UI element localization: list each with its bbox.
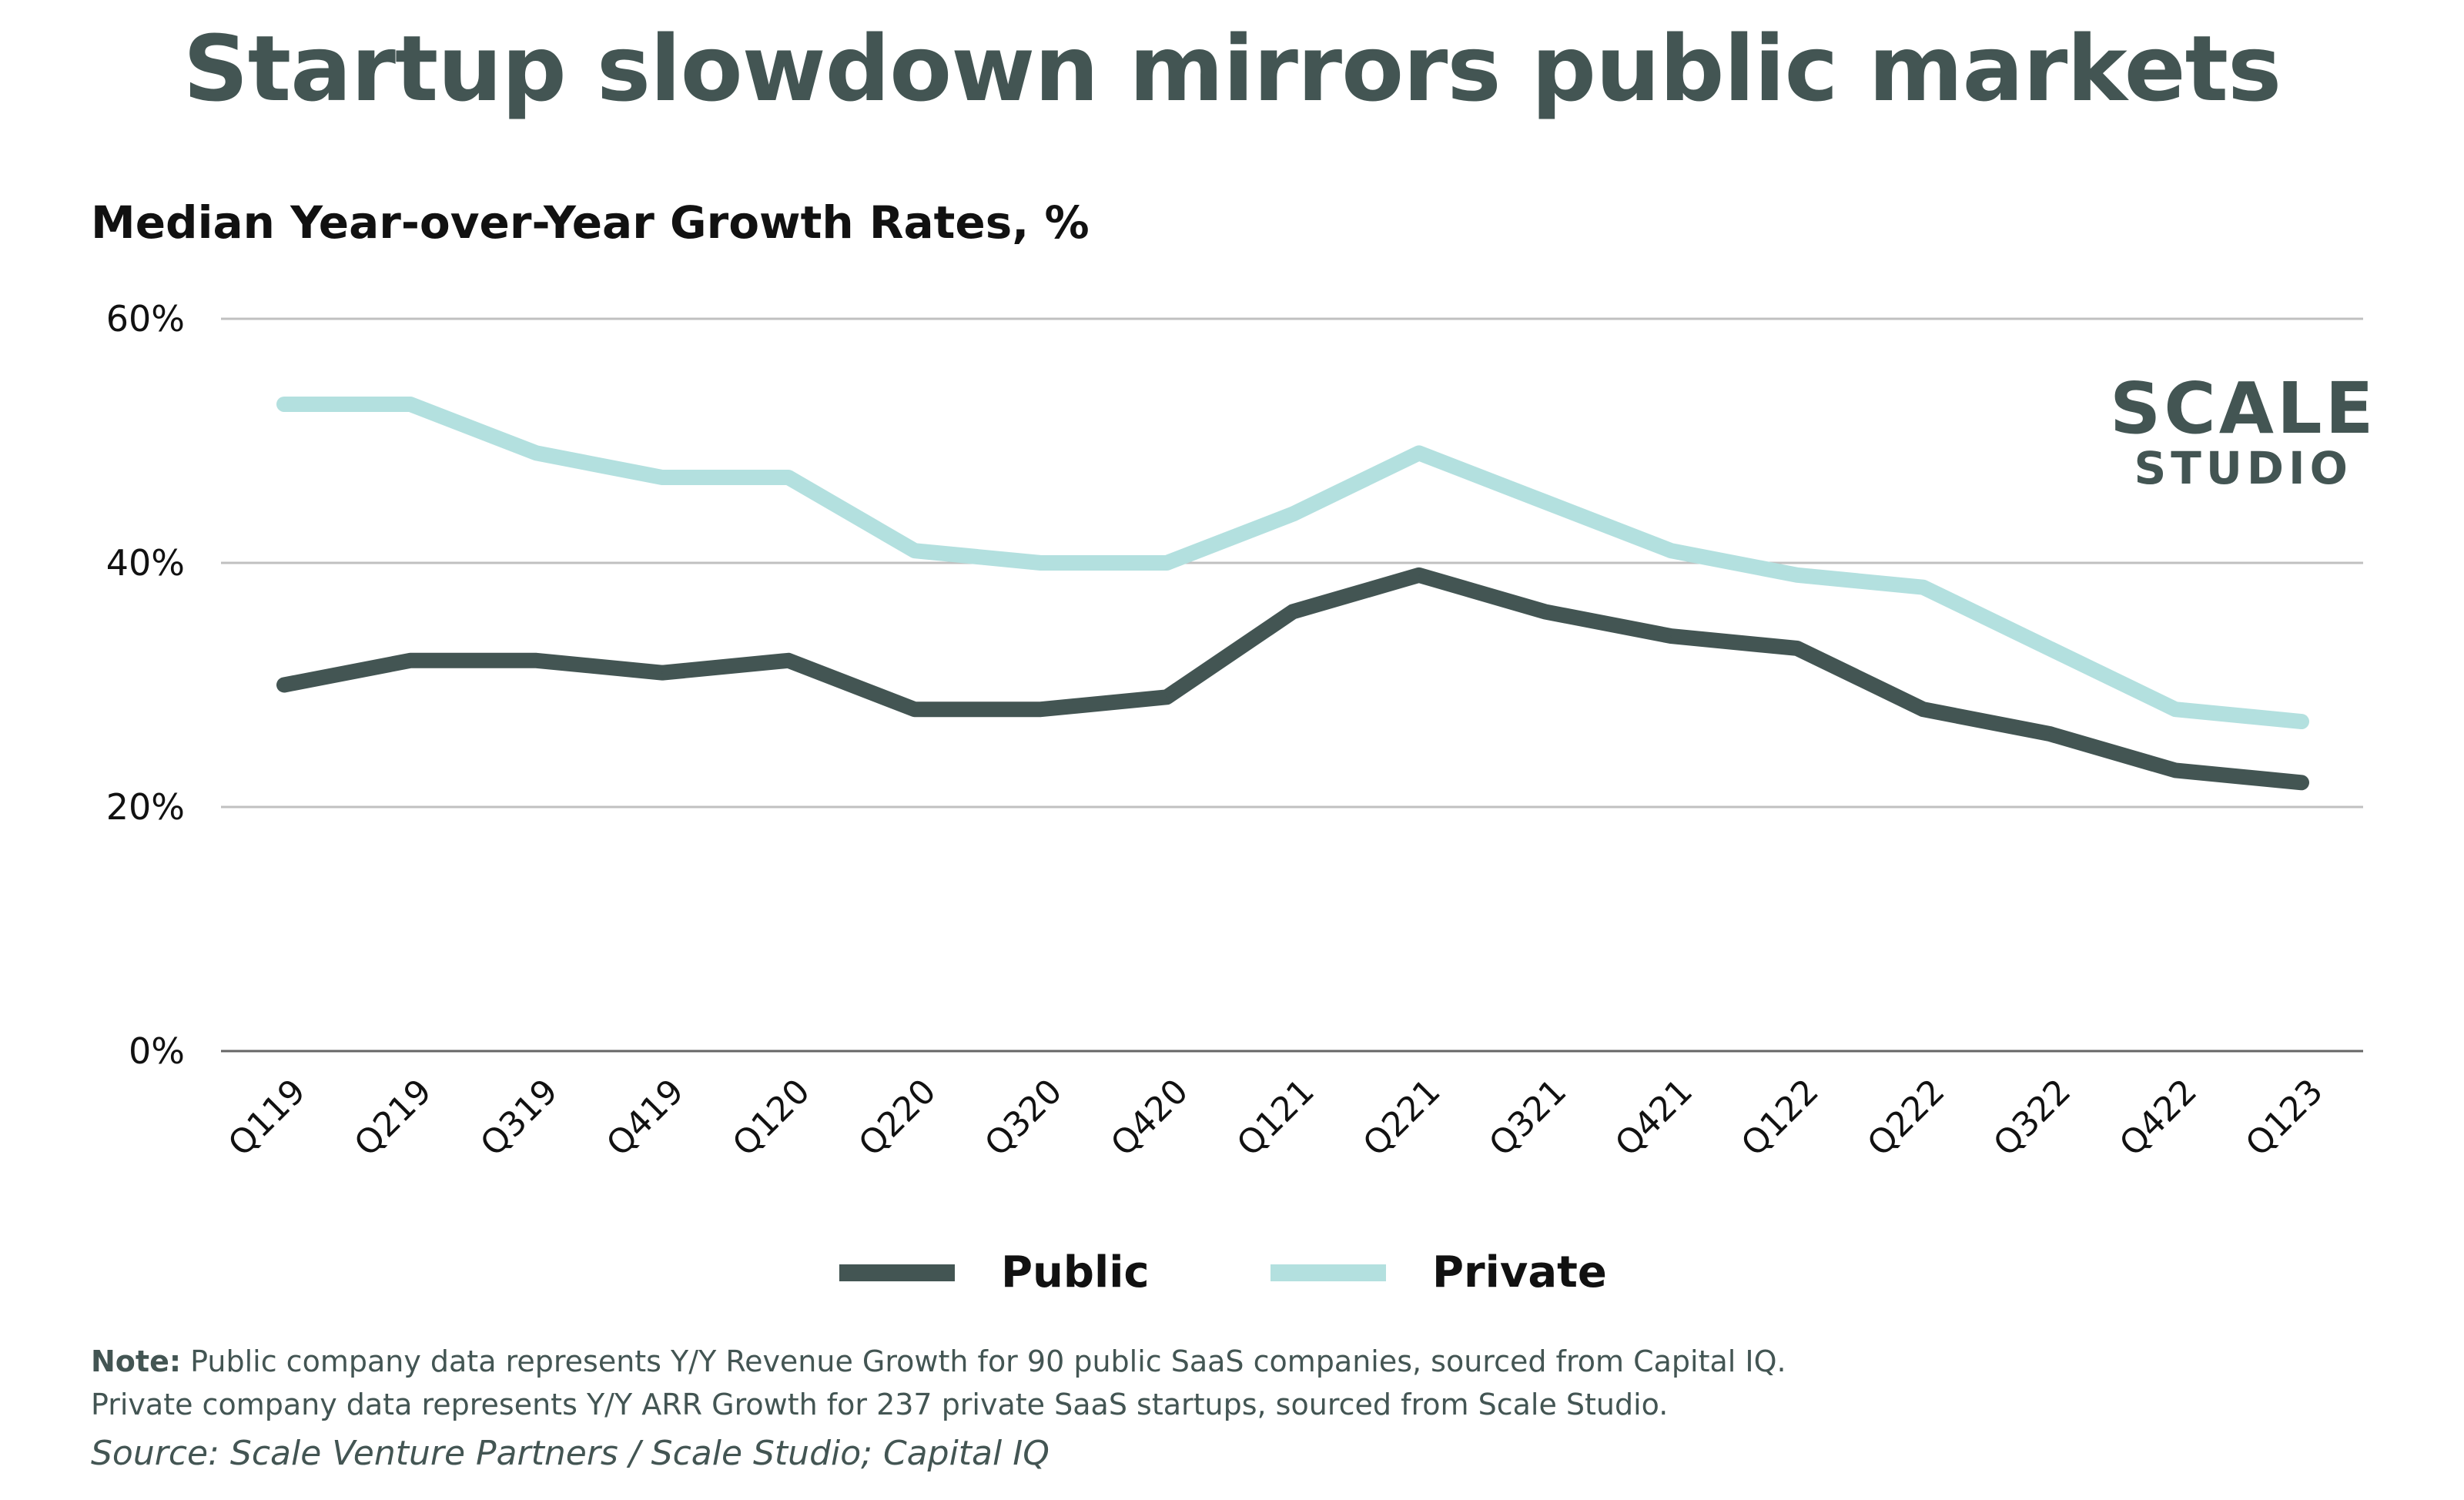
x-tick-label: Q119 (221, 1072, 313, 1164)
data-point-private (1292, 513, 1294, 515)
x-tick-label: Q222 (1860, 1072, 1953, 1164)
data-point-public (661, 671, 664, 674)
data-point-private (788, 477, 789, 479)
y-tick-label: 20% (106, 786, 185, 828)
data-point-public (1544, 611, 1546, 613)
legend-item-public: Public (839, 1247, 1150, 1297)
scale-studio-logo: SCALE STUDIO (2110, 373, 2376, 494)
legend-item-private: Private (1270, 1247, 1607, 1297)
x-tick-label: Q121 (1230, 1072, 1322, 1164)
chart-subtitle: Median Year-over-Year Growth Rates, % (91, 196, 1090, 249)
x-tick-label: Q120 (725, 1072, 818, 1164)
data-point-public (1922, 708, 1924, 711)
data-point-public (788, 659, 789, 661)
data-point-private (1166, 562, 1168, 564)
x-tick-label: Q322 (1986, 1072, 2078, 1164)
data-point-public (1040, 708, 1042, 711)
x-tick-label: Q319 (473, 1072, 565, 1164)
data-point-public (2301, 782, 2302, 784)
data-point-public (1670, 635, 1672, 638)
data-point-private (1670, 550, 1672, 552)
data-point-public (1166, 696, 1168, 698)
x-tick-label: Q422 (2112, 1072, 2205, 1164)
series-line-public (276, 567, 2309, 791)
x-tick-label: Q122 (1734, 1072, 1826, 1164)
y-tick-label: 60% (106, 298, 185, 340)
data-point-private (661, 477, 664, 479)
y-tick-label: 0% (129, 1030, 185, 1072)
data-point-private (1922, 586, 1924, 588)
x-tick-label: Q320 (977, 1072, 1070, 1164)
data-point-private (1418, 452, 1420, 454)
data-point-public (913, 708, 916, 711)
source-line: Source: Scale Venture Partners / Scale S… (91, 1434, 1050, 1473)
x-tick-label: Q219 (347, 1072, 440, 1164)
data-point-public (409, 659, 411, 661)
x-tick-label: Q220 (852, 1072, 944, 1164)
data-point-private (535, 452, 537, 454)
data-point-public (1292, 611, 1294, 613)
footnote: Note: Public company data represents Y/Y… (91, 1340, 1786, 1426)
data-point-private (913, 550, 916, 552)
data-point-private (2048, 647, 2051, 649)
logo-line1: SCALE (2110, 367, 2377, 450)
data-point-private (1796, 574, 1798, 576)
data-point-public (283, 684, 285, 686)
x-tick-label: Q321 (1481, 1072, 1574, 1164)
data-point-private (409, 403, 411, 405)
note-line-2: Private company data represents Y/Y ARR … (91, 1388, 1669, 1421)
data-point-public (2174, 769, 2177, 772)
data-point-private (1040, 562, 1042, 564)
chart-title: Startup slowdown mirrors public markets (182, 15, 2282, 122)
data-point-public (1418, 574, 1420, 576)
x-tick-label: Q421 (1608, 1072, 1700, 1164)
data-point-public (1796, 647, 1798, 649)
note-label: Note: (91, 1344, 182, 1378)
legend-label-public: Public (1001, 1247, 1150, 1297)
data-point-private (283, 403, 285, 405)
legend-swatch-public (839, 1264, 955, 1281)
x-tick-label: Q123 (2238, 1072, 2331, 1164)
x-tick-label: Q221 (1356, 1072, 1448, 1164)
legend-label-private: Private (1432, 1247, 1607, 1297)
x-tick-label: Q419 (599, 1072, 691, 1164)
data-point-private (2174, 708, 2177, 711)
data-point-public (535, 659, 537, 661)
data-point-public (2048, 732, 2051, 735)
note-line-1: Public company data represents Y/Y Reven… (190, 1344, 1786, 1378)
logo-line2: STUDIO (2134, 442, 2352, 494)
data-point-private (2301, 721, 2302, 723)
y-tick-label: 40% (106, 542, 185, 584)
x-tick-label: Q420 (1103, 1072, 1196, 1164)
legend-swatch-private (1270, 1264, 1386, 1281)
data-point-private (1544, 501, 1546, 503)
